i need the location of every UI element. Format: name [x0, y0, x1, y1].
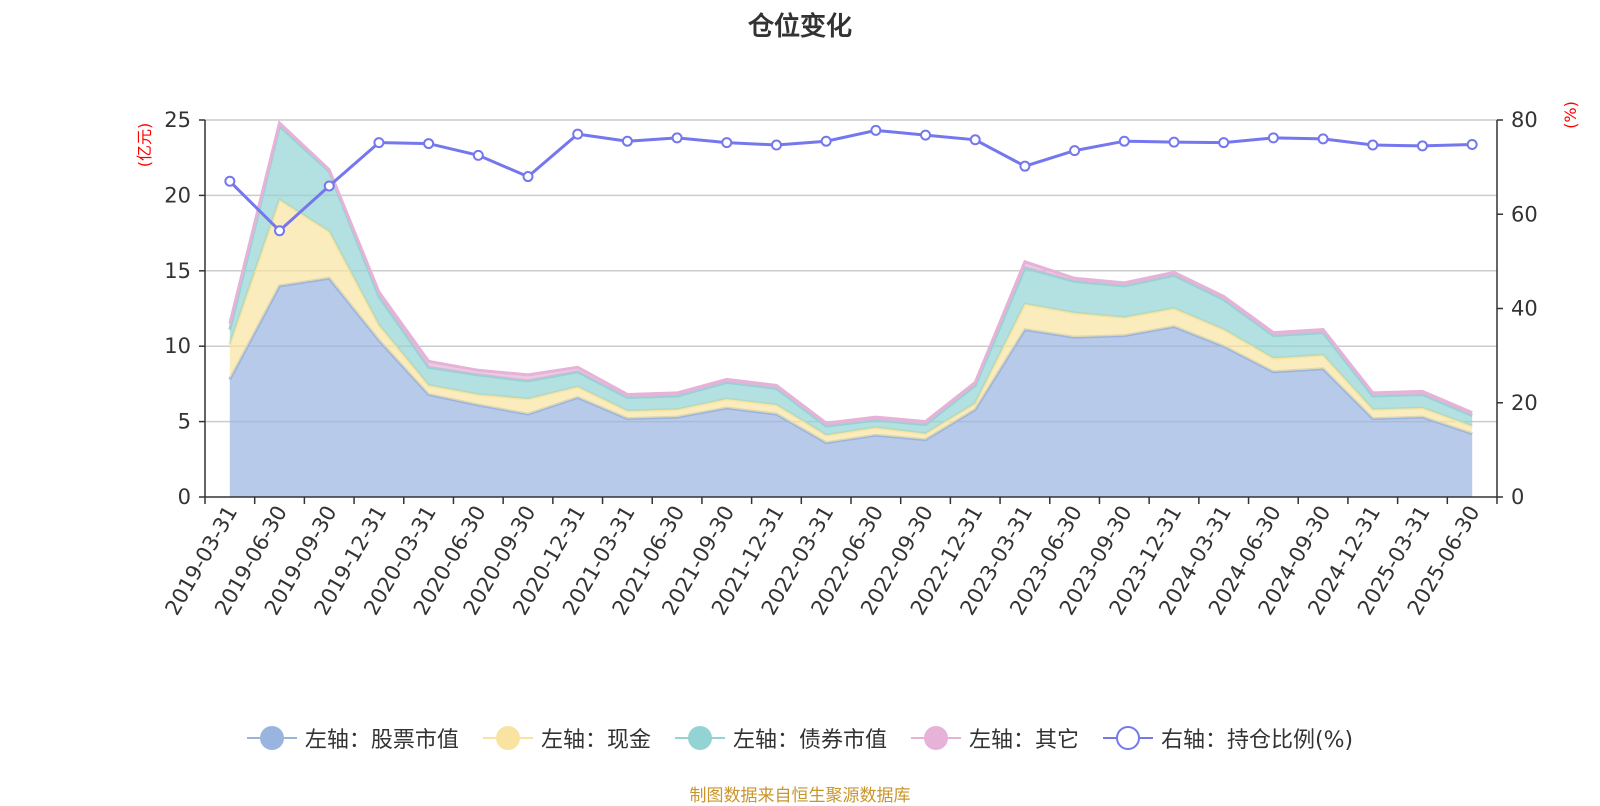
ratio-point — [1416, 140, 1428, 152]
ratio-point — [572, 128, 584, 140]
ratio-point — [1367, 139, 1379, 151]
left-tick-label: 25 — [164, 108, 191, 132]
ratio-point — [621, 135, 633, 147]
ratio-point — [721, 137, 733, 149]
ratio-point — [969, 134, 981, 146]
ratio-point — [472, 149, 484, 161]
area-stock — [229, 278, 1473, 497]
left-tick-label: 20 — [164, 183, 191, 207]
filled-circle-icon — [910, 725, 961, 751]
ratio-point — [1267, 132, 1279, 144]
legend-item-bond[interactable]: 左轴：债券市值 — [674, 722, 887, 754]
ratio-point — [274, 225, 286, 237]
filled-circle-icon — [674, 725, 725, 751]
chart-title: 仓位变化 — [747, 12, 852, 42]
filled-circle-icon — [246, 725, 297, 751]
ratio-point — [770, 139, 782, 151]
right-tick-label: 60 — [1511, 202, 1538, 226]
legend-label: 右轴：持仓比例(%) — [1160, 728, 1354, 753]
right-tick-label: 20 — [1511, 391, 1538, 415]
stacked-areas — [228, 120, 1473, 497]
ratio-point — [373, 137, 385, 149]
legend-label: 左轴：其它 — [968, 728, 1079, 753]
left-tick-label: 10 — [164, 334, 191, 358]
ratio-point — [870, 124, 882, 136]
left-axis-unit: (亿元) — [135, 123, 154, 168]
legend-label: 左轴：股票市值 — [304, 728, 459, 753]
ratio-point — [671, 132, 683, 144]
ratio-line-path — [228, 128, 1473, 233]
right-axis-unit: (%) — [1561, 101, 1580, 129]
right-tick-label: 40 — [1511, 297, 1538, 321]
ratio-point — [1317, 133, 1329, 145]
left-tick-label: 0 — [178, 485, 191, 509]
ratio-line — [224, 124, 1478, 237]
right-tick-label: 80 — [1511, 108, 1538, 132]
filled-circle-icon — [482, 725, 533, 751]
legend-item-other[interactable]: 左轴：其它 — [910, 722, 1079, 754]
ratio-point — [323, 180, 335, 192]
right-tick-label: 0 — [1511, 485, 1524, 509]
data-source-note: 制图数据来自恒生聚源数据库 — [689, 786, 911, 806]
legend-item-stock[interactable]: 左轴：股票市值 — [246, 722, 459, 754]
ratio-point — [820, 135, 832, 147]
ratio-point — [1218, 137, 1230, 149]
left-tick-label: 15 — [164, 259, 191, 283]
ratio-point — [1168, 136, 1180, 148]
ratio-point — [522, 171, 534, 183]
ratio-point — [920, 129, 932, 141]
chart-svg: 05101520250204060802019-03-312019-06-302… — [135, 101, 1580, 619]
area-edge-other — [228, 120, 1473, 425]
legend: 左轴：股票市值 左轴：现金 左轴：债券市值 左轴：其它 右轴：持仓比例(%) — [0, 722, 1600, 754]
ratio-point — [1466, 139, 1478, 151]
ratio-point — [1069, 145, 1081, 157]
ratio-point — [224, 175, 236, 187]
ratio-point — [1118, 135, 1130, 147]
legend-item-ratio[interactable]: 右轴：持仓比例(%) — [1102, 722, 1354, 754]
legend-item-cash[interactable]: 左轴：现金 — [482, 722, 651, 754]
legend-label: 左轴：债券市值 — [732, 728, 887, 753]
legend-label: 左轴：现金 — [540, 728, 651, 753]
ratio-point — [1019, 160, 1031, 172]
hollow-circle-icon — [1102, 725, 1153, 751]
ratio-point — [423, 138, 435, 150]
left-tick-label: 5 — [178, 410, 191, 434]
